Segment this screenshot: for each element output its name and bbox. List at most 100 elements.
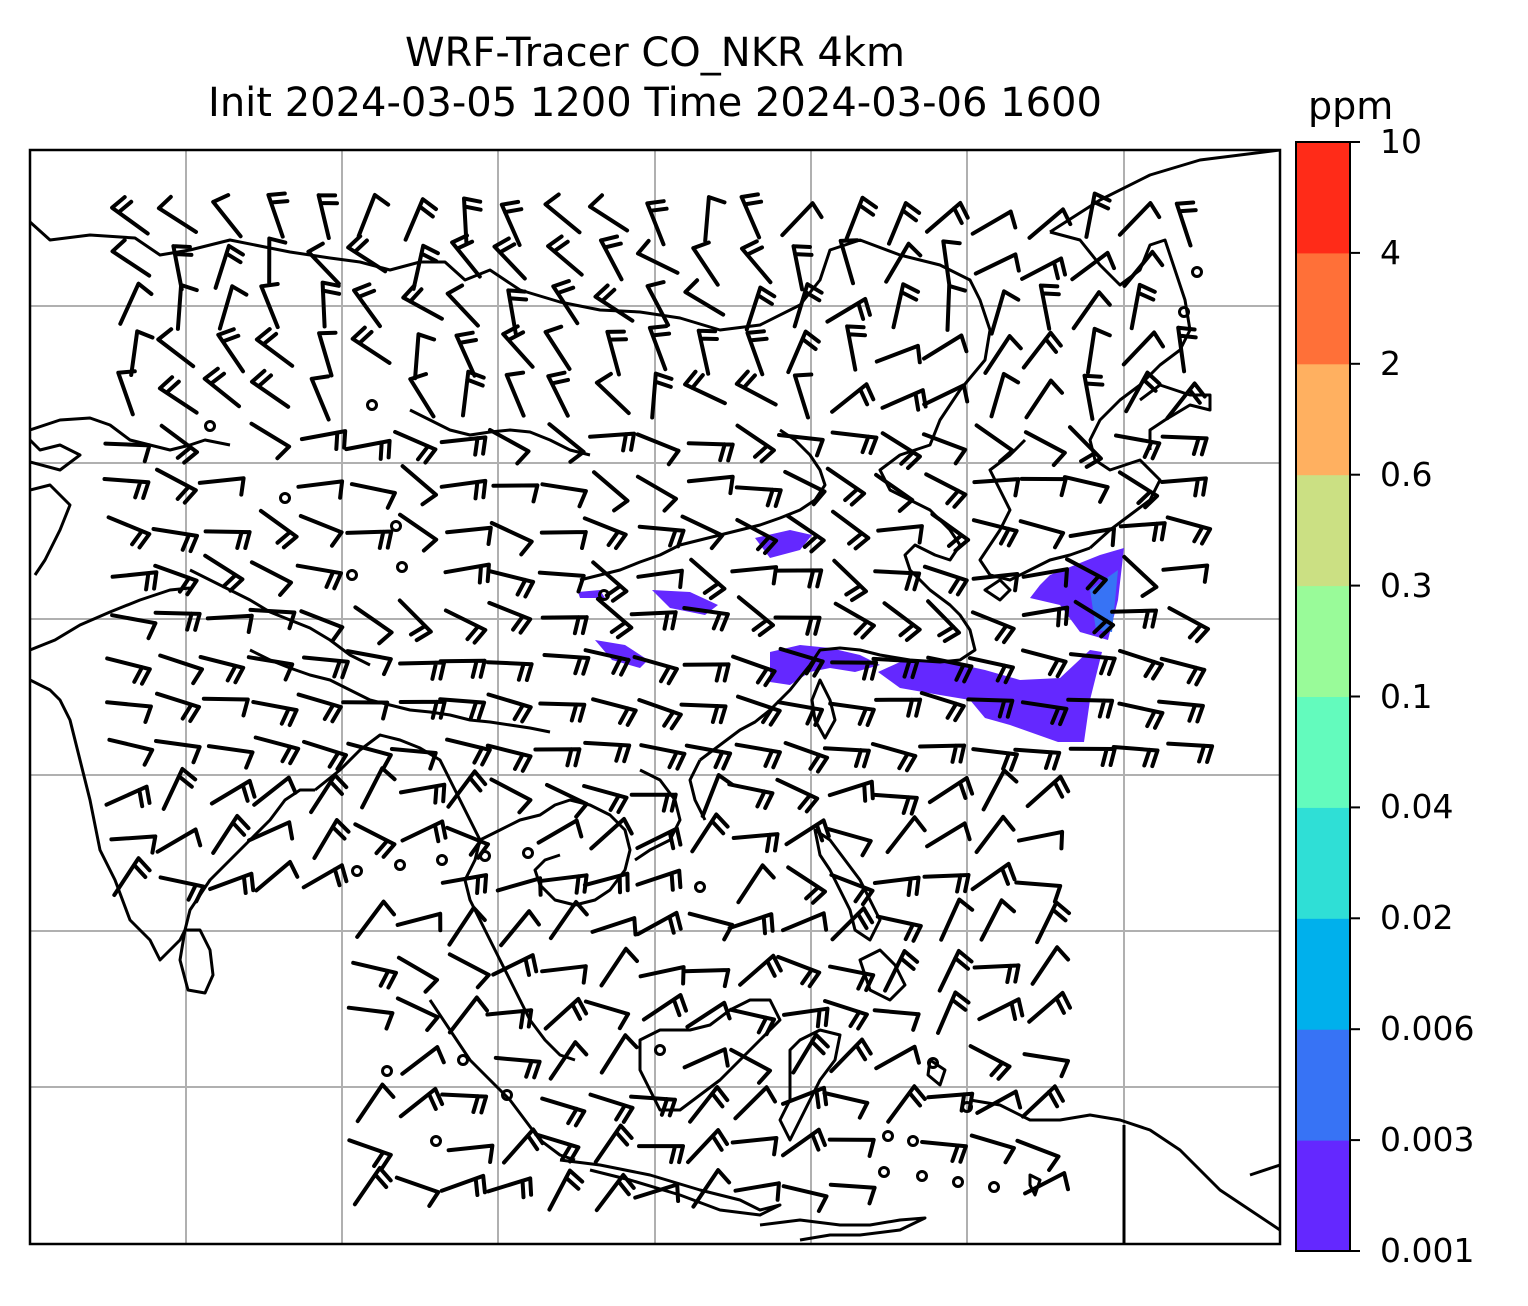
wind-barb xyxy=(636,568,684,590)
wind-barb xyxy=(870,792,919,816)
wind-barb xyxy=(345,649,393,677)
wind-barb xyxy=(635,910,683,937)
wind-barb xyxy=(1062,475,1110,504)
wind-barb xyxy=(871,656,920,680)
wind-barb xyxy=(246,655,295,682)
wind-barb xyxy=(828,701,876,727)
wind-barb xyxy=(1117,470,1160,510)
wind-barb xyxy=(110,238,152,278)
wind-barb xyxy=(438,658,487,679)
wind-barb xyxy=(102,477,151,500)
wind-barb xyxy=(1017,829,1065,851)
wind-barb xyxy=(776,954,822,989)
calm-wind-marker xyxy=(598,589,610,601)
wind-barb xyxy=(740,239,773,285)
wind-barb xyxy=(1159,656,1207,687)
wind-barb xyxy=(106,515,152,550)
wind-barb xyxy=(937,949,974,993)
wind-barb xyxy=(691,240,720,287)
wind-barb xyxy=(1013,747,1062,771)
map-area xyxy=(30,150,1280,1244)
wind-barb xyxy=(734,369,778,407)
wind-barb xyxy=(545,782,589,819)
wind-barb xyxy=(686,1128,729,1165)
wind-barb xyxy=(830,906,875,942)
wind-barb xyxy=(198,655,246,685)
wind-barb xyxy=(736,694,782,727)
wind-barb xyxy=(736,863,776,905)
wind-barb xyxy=(647,324,672,372)
wind-barb xyxy=(105,700,153,724)
wind-barb xyxy=(156,327,196,369)
calm-wind-marker xyxy=(961,1101,973,1113)
wind-barb xyxy=(440,873,489,895)
wind-barb xyxy=(792,372,814,420)
wind-barb xyxy=(546,234,584,277)
wind-barb xyxy=(1110,608,1158,629)
wind-barb xyxy=(317,330,338,378)
wind-barb xyxy=(112,856,152,897)
wind-barb xyxy=(356,193,391,238)
wind-barb xyxy=(781,1127,827,1158)
wind-barb xyxy=(344,438,392,461)
wind-barb xyxy=(826,827,873,858)
wind-barb xyxy=(394,1175,441,1208)
wind-barb xyxy=(389,747,438,771)
wind-barb xyxy=(116,369,137,417)
wind-barb xyxy=(352,1166,393,1207)
wind-barb xyxy=(298,514,344,548)
wind-barb xyxy=(1129,282,1157,331)
wind-barb xyxy=(104,784,152,809)
wind-barb xyxy=(259,282,280,330)
wind-barb xyxy=(729,1047,772,1085)
wind-barb xyxy=(548,900,589,941)
wind-barb xyxy=(447,952,491,990)
wind-barb xyxy=(829,1037,873,1074)
wind-barb xyxy=(110,613,158,641)
wind-barb xyxy=(156,194,198,234)
wind-barb xyxy=(792,282,824,329)
wind-barb xyxy=(547,1168,585,1212)
wind-barb xyxy=(920,1140,968,1164)
calm-wind-marker xyxy=(654,1044,666,1056)
wind-barb xyxy=(534,1132,581,1164)
wind-barb xyxy=(1122,249,1165,288)
wind-barb xyxy=(689,557,727,601)
calm-wind-marker xyxy=(394,859,406,871)
wind-barb xyxy=(447,995,489,1035)
wind-barb xyxy=(295,563,343,591)
wind-barb xyxy=(891,282,920,330)
wind-barb xyxy=(635,474,678,513)
wind-barb xyxy=(632,655,679,686)
wind-barb xyxy=(493,1055,542,1080)
wind-barb xyxy=(875,914,923,943)
wind-barb xyxy=(1073,599,1116,639)
wind-barb xyxy=(347,1138,393,1171)
wind-barb xyxy=(918,743,967,764)
wind-barb xyxy=(539,530,588,550)
wind-barb xyxy=(438,697,487,721)
wind-barb xyxy=(636,238,680,275)
wind-barb xyxy=(941,239,962,287)
wind-barb xyxy=(781,911,829,933)
wind-barb xyxy=(171,244,194,292)
wind-barb xyxy=(309,374,331,422)
wind-barb xyxy=(825,466,867,507)
wind-barb xyxy=(629,610,678,631)
wind-barb xyxy=(639,743,687,771)
wind-barb xyxy=(926,655,974,684)
calm-wind-marker xyxy=(436,854,448,866)
wind-barb xyxy=(882,601,922,642)
wind-barb xyxy=(682,968,731,989)
calm-wind-marker xyxy=(1191,266,1203,278)
wind-barb xyxy=(696,328,719,376)
wind-barb xyxy=(582,871,630,895)
wind-barb xyxy=(151,527,199,554)
wind-barb xyxy=(485,660,534,682)
wind-barb xyxy=(872,1008,921,1032)
wind-barb xyxy=(880,431,922,470)
wind-barb xyxy=(203,529,252,550)
wind-barb xyxy=(203,553,245,593)
wind-barb xyxy=(870,742,918,773)
wind-barb xyxy=(591,697,638,727)
